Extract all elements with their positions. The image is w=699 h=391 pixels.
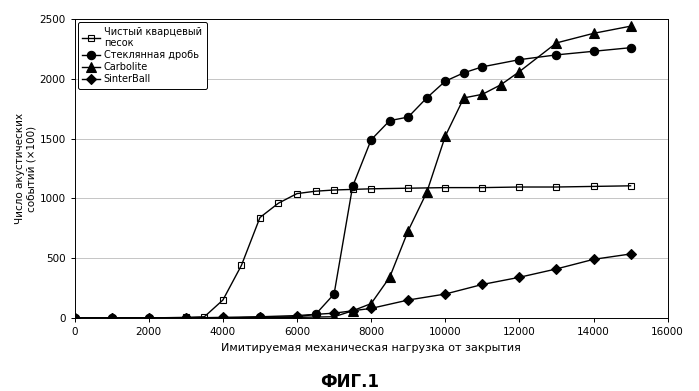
Чистый кварцевый
песок: [293, 191, 301, 196]
Стеклянная дробь: [422, 95, 431, 100]
SinterBall: [330, 311, 338, 316]
Стеклянная дробь: [441, 79, 449, 84]
Carbolite: [145, 316, 153, 320]
Чистый кварцевый
песок: [256, 215, 264, 220]
Чистый кварцевый
песок: [274, 201, 282, 206]
Line: SinterBall: SinterBall: [71, 251, 634, 321]
Y-axis label: Число акустических
событий (×100): Число акустических событий (×100): [15, 113, 36, 224]
Чистый кварцевый
песок: [348, 187, 356, 192]
Чистый кварцевый
песок: [219, 298, 227, 302]
Carbolite: [219, 316, 227, 320]
Carbolite: [460, 95, 468, 100]
Line: Carbolite: Carbolite: [70, 22, 635, 323]
Line: Чистый кварцевый
песок: Чистый кварцевый песок: [71, 182, 634, 321]
SinterBall: [367, 306, 375, 311]
SinterBall: [478, 282, 487, 287]
Чистый кварцевый
песок: [145, 316, 153, 320]
Чистый кварцевый
песок: [515, 185, 524, 189]
Стеклянная дробь: [626, 45, 635, 50]
Чистый кварцевый
песок: [404, 186, 412, 190]
Чистый кварцевый
песок: [71, 316, 79, 320]
Чистый кварцевый
песок: [311, 189, 319, 194]
SinterBall: [626, 252, 635, 256]
SinterBall: [552, 267, 561, 271]
Стеклянная дробь: [460, 70, 468, 75]
SinterBall: [515, 275, 524, 280]
Стеклянная дробь: [256, 315, 264, 320]
Чистый кварцевый
песок: [441, 185, 449, 190]
Carbolite: [589, 31, 598, 36]
SinterBall: [182, 316, 190, 320]
Стеклянная дробь: [552, 52, 561, 57]
Carbolite: [626, 24, 635, 29]
Стеклянная дробь: [182, 316, 190, 320]
Чистый кварцевый
песок: [200, 314, 208, 319]
SinterBall: [441, 292, 449, 296]
SinterBall: [404, 298, 412, 302]
Стеклянная дробь: [145, 316, 153, 320]
Чистый кварцевый
песок: [330, 188, 338, 192]
SinterBall: [145, 316, 153, 320]
Стеклянная дробь: [589, 49, 598, 54]
Стеклянная дробь: [330, 292, 338, 296]
Стеклянная дробь: [71, 316, 79, 320]
Carbolite: [404, 228, 412, 233]
Стеклянная дробь: [348, 184, 356, 189]
Carbolite: [348, 308, 356, 313]
Carbolite: [422, 190, 431, 195]
SinterBall: [589, 257, 598, 262]
Carbolite: [552, 41, 561, 45]
Чистый кварцевый
песок: [108, 316, 116, 320]
SinterBall: [256, 314, 264, 319]
Чистый кварцевый
песок: [552, 185, 561, 189]
Carbolite: [182, 316, 190, 320]
X-axis label: Имитируемая механическая нагрузка от закрытия: Имитируемая механическая нагрузка от зак…: [221, 343, 521, 353]
Carbolite: [385, 275, 394, 280]
Чистый кварцевый
песок: [589, 184, 598, 189]
SinterBall: [108, 316, 116, 320]
Стеклянная дробь: [293, 314, 301, 319]
Text: ФИГ.1: ФИГ.1: [320, 373, 379, 391]
Чистый кварцевый
песок: [367, 187, 375, 191]
Стеклянная дробь: [108, 316, 116, 320]
Legend: Чистый кварцевый
песок, Стеклянная дробь, Carbolite, SinterBall: Чистый кварцевый песок, Стеклянная дробь…: [78, 22, 207, 89]
Carbolite: [478, 92, 487, 97]
Carbolite: [293, 315, 301, 320]
Carbolite: [515, 69, 524, 74]
Стеклянная дробь: [478, 65, 487, 69]
Стеклянная дробь: [219, 316, 227, 320]
SinterBall: [348, 308, 356, 313]
SinterBall: [219, 315, 227, 320]
Чистый кварцевый
песок: [237, 263, 245, 268]
Стеклянная дробь: [367, 137, 375, 142]
Carbolite: [256, 315, 264, 320]
Стеклянная дробь: [515, 57, 524, 62]
Carbolite: [330, 314, 338, 319]
Carbolite: [497, 83, 505, 87]
Стеклянная дробь: [311, 312, 319, 317]
SinterBall: [293, 313, 301, 318]
Carbolite: [71, 316, 79, 320]
Стеклянная дробь: [385, 118, 394, 123]
Чистый кварцевый
песок: [626, 183, 635, 188]
Чистый кварцевый
песок: [478, 185, 487, 190]
Carbolite: [441, 134, 449, 138]
Стеклянная дробь: [404, 115, 412, 119]
Carbolite: [367, 301, 375, 306]
Carbolite: [108, 316, 116, 320]
SinterBall: [71, 316, 79, 320]
Line: Стеклянная дробь: Стеклянная дробь: [71, 43, 635, 322]
Чистый кварцевый
песок: [182, 315, 190, 320]
